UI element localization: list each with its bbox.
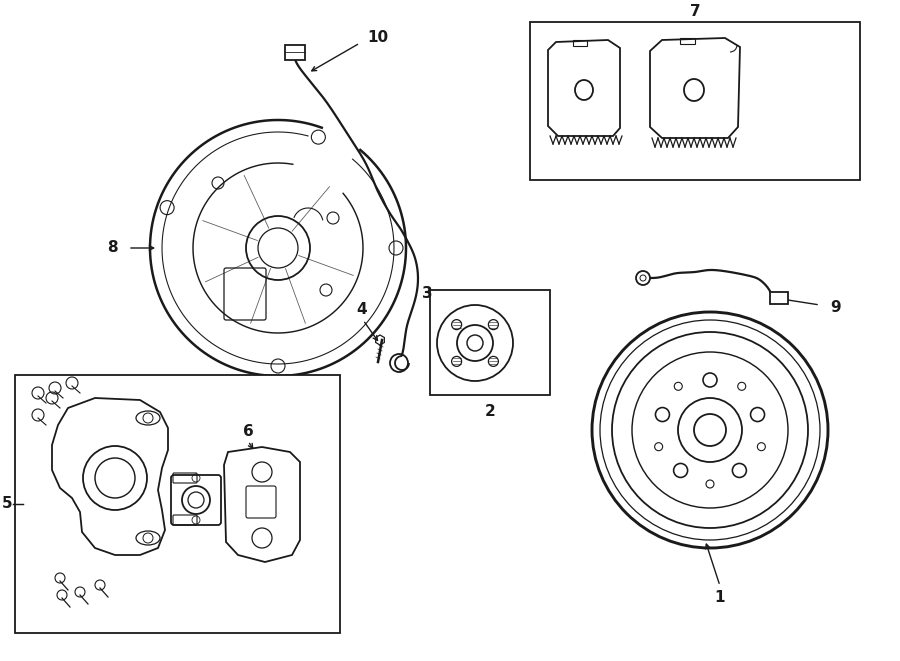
Bar xyxy=(430,290,550,395)
Text: 3: 3 xyxy=(422,286,432,301)
Text: 1: 1 xyxy=(715,590,725,605)
Text: 10: 10 xyxy=(367,30,389,44)
FancyBboxPatch shape xyxy=(285,45,305,60)
Text: 7: 7 xyxy=(689,5,700,20)
Text: 9: 9 xyxy=(831,301,842,315)
Text: 4: 4 xyxy=(356,303,367,317)
Text: 5: 5 xyxy=(2,496,13,512)
Text: 6: 6 xyxy=(243,424,254,440)
Bar xyxy=(680,38,695,44)
FancyBboxPatch shape xyxy=(770,292,788,304)
Bar xyxy=(15,375,340,633)
Text: 2: 2 xyxy=(484,403,495,418)
Text: 8: 8 xyxy=(107,241,117,256)
Bar xyxy=(530,22,860,180)
Bar xyxy=(573,40,587,46)
